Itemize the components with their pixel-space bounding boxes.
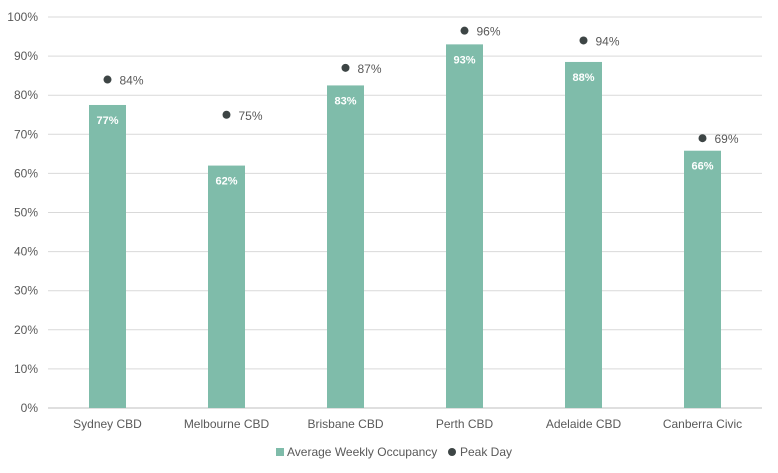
peak-point — [460, 26, 469, 35]
y-tick-label: 40% — [14, 245, 38, 259]
peak-value-label: 84% — [120, 74, 144, 88]
y-tick-label: 60% — [14, 166, 38, 180]
peak-point — [222, 110, 231, 119]
gridlines — [48, 16, 762, 409]
peak-labels: 84% 75% 87% 96% 94% 69% — [120, 25, 739, 147]
peak-point — [579, 36, 588, 45]
x-category-label: Sydney CBD — [73, 417, 142, 431]
peak-value-label: 94% — [596, 34, 620, 48]
legend-peak-swatch — [448, 448, 456, 456]
x-category-label: Perth CBD — [436, 417, 494, 431]
y-tick-label: 90% — [14, 49, 38, 63]
peak-point — [341, 63, 350, 72]
peak-value-label: 96% — [477, 25, 501, 39]
peak-point — [103, 75, 112, 84]
legend-bar-label: Average Weekly Occupancy — [287, 445, 437, 459]
bar — [565, 61, 602, 409]
legend-bar-swatch — [276, 448, 284, 456]
legend-peak-label: Peak Day — [460, 445, 512, 459]
bar — [446, 44, 483, 409]
x-category-label: Canberra Civic — [663, 417, 742, 431]
x-category-label: Melbourne CBD — [184, 417, 270, 431]
y-tick-label: 70% — [14, 127, 38, 141]
bar-value-label: 83% — [334, 95, 356, 107]
bar-labels: 77% 62% 83% 93% 88% 66% — [96, 54, 713, 187]
x-category-label: Adelaide CBD — [546, 417, 622, 431]
bar-series — [89, 44, 721, 409]
bar — [684, 150, 721, 409]
legend: Average Weekly Occupancy Peak Day — [276, 445, 512, 459]
bar-value-label: 62% — [215, 176, 237, 188]
bar — [89, 104, 126, 408]
peak-points — [103, 26, 707, 143]
peak-point — [698, 134, 707, 143]
y-tick-label: 30% — [14, 284, 38, 298]
peak-value-label: 75% — [239, 109, 263, 123]
bar-value-label: 88% — [572, 72, 594, 84]
y-tick-label: 100% — [7, 10, 38, 24]
y-tick-label: 20% — [14, 323, 38, 337]
bar-value-label: 66% — [691, 161, 713, 173]
bar-value-label: 93% — [453, 54, 475, 66]
bar-value-label: 77% — [96, 115, 118, 127]
x-axis: Sydney CBD Melbourne CBD Brisbane CBD Perth… — [73, 417, 742, 431]
y-tick-label: 10% — [14, 362, 38, 376]
bar — [208, 165, 245, 408]
peak-value-label: 87% — [358, 62, 382, 76]
bar — [327, 85, 364, 409]
y-tick-label: 80% — [14, 88, 38, 102]
peak-value-label: 69% — [715, 132, 739, 146]
y-axis: 0% 10% 20% 30% 40% 50% 60% 70% 80% 90% 100% — [7, 10, 38, 415]
x-category-label: Brisbane CBD — [307, 417, 383, 431]
y-tick-label: 0% — [21, 401, 39, 415]
y-tick-label: 50% — [14, 206, 38, 220]
